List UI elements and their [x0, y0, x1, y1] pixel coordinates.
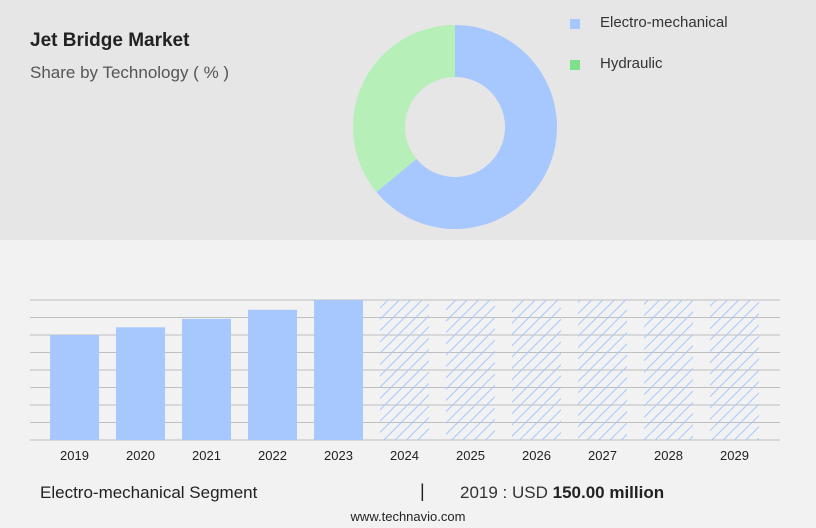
bar-2021 — [182, 318, 231, 440]
legend-swatch-hydraulic — [570, 60, 580, 70]
forecast-bar-2025 — [446, 300, 495, 440]
x-tick-label: 2023 — [324, 448, 353, 463]
donut-slice-hydraulic — [353, 25, 455, 193]
legend-swatch-electro-mechanical — [570, 19, 580, 29]
footer-value: 2019 : USD 150.00 million — [460, 483, 664, 503]
footer-year-prefix: 2019 : USD — [460, 483, 548, 502]
bar-2019 — [50, 335, 99, 440]
footer-url: www.technavio.com — [350, 509, 466, 524]
x-tick-label: 2026 — [522, 448, 551, 463]
chart-title: Jet Bridge Market — [30, 30, 190, 51]
x-tick-label: 2020 — [126, 448, 155, 463]
bar-2022 — [248, 309, 297, 440]
footer-separator: | — [420, 481, 425, 501]
bar-2023 — [314, 300, 363, 440]
footer-segment: Electro-mechanical Segment — [40, 483, 258, 502]
bar-2020 — [116, 327, 165, 440]
bar-chart: 2019 2020 2021 2022 2023 2024 2025 2026 2027 2028… — [30, 299, 780, 463]
donut-chart — [353, 25, 557, 230]
x-tick-label: 2029 — [720, 448, 749, 463]
x-tick-label: 2022 — [258, 448, 287, 463]
x-tick-label: 2028 — [654, 448, 683, 463]
x-tick-label: 2025 — [456, 448, 485, 463]
forecast-bar-2024 — [380, 300, 429, 440]
legend-label: Hydraulic — [600, 55, 663, 72]
footer-highlight-value: 150.00 million — [552, 483, 665, 502]
forecast-bar-2029 — [710, 300, 759, 440]
forecast-bar-2028 — [644, 300, 693, 440]
x-tick-label: 2027 — [588, 448, 617, 463]
donut-slice-electro-mechanical — [376, 25, 557, 230]
forecast-bar-2026 — [512, 300, 561, 440]
legend-label: Electro-mechanical — [600, 14, 728, 31]
x-tick-label: 2024 — [390, 448, 419, 463]
x-tick-label: 2021 — [192, 448, 221, 463]
forecast-bar-2027 — [578, 300, 627, 440]
chart-subtitle: Share by Technology ( % ) — [30, 63, 230, 82]
x-tick-label: 2019 — [60, 448, 89, 463]
